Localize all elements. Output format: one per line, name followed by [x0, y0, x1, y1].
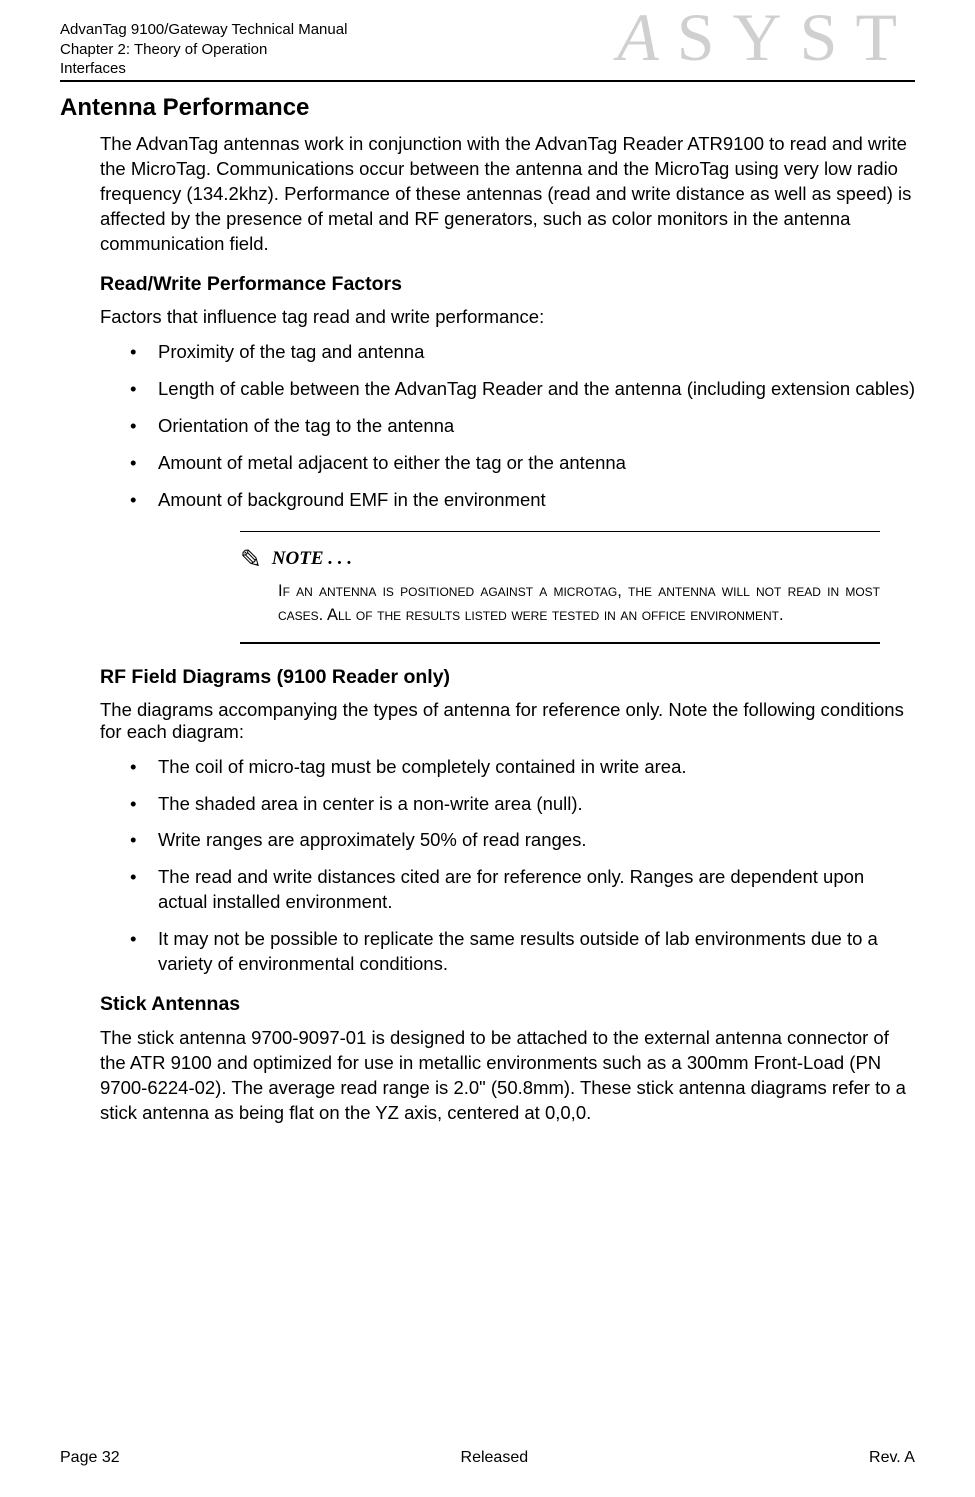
list-item: The shaded area in center is a non-write…: [130, 792, 915, 817]
list-item: The coil of micro-tag must be completely…: [130, 755, 915, 780]
footer-right: Rev. A: [869, 1449, 915, 1467]
list-item: The read and write distances cited are f…: [130, 865, 915, 915]
note-rule-top: [240, 531, 880, 532]
header-text-block: AdvanTag 9100/Gateway Technical Manual C…: [60, 20, 347, 79]
subsection-2-intro: The diagrams accompanying the types of a…: [100, 699, 915, 743]
list-item: Orientation of the tag to the antenna: [130, 414, 915, 439]
pencil-icon: ✎: [240, 546, 262, 572]
list-item: Length of cable between the AdvanTag Rea…: [130, 377, 915, 402]
subsection-1-title: Read/Write Performance Factors: [100, 273, 915, 296]
note-callout: ✎ NOTE . . . If an antenna is positioned…: [240, 531, 880, 644]
note-heading-row: ✎ NOTE . . .: [240, 546, 880, 572]
note-rule-bottom: [240, 642, 880, 644]
brand-logo-text: SYST: [677, 0, 915, 75]
header-line-3: Interfaces: [60, 59, 347, 79]
header-line-1: AdvanTag 9100/Gateway Technical Manual: [60, 20, 347, 40]
subsection-3-paragraph: The stick antenna 9700-9097-01 is design…: [100, 1026, 915, 1126]
note-label: NOTE . . .: [272, 548, 352, 570]
page-footer: Page 32 Released Rev. A: [60, 1449, 915, 1467]
subsection-2-bullets: The coil of micro-tag must be completely…: [130, 755, 915, 978]
list-item: Proximity of the tag and antenna: [130, 340, 915, 365]
subsection-1-bullets: Proximity of the tag and antenna Length …: [130, 340, 915, 513]
brand-logo-prefix: A: [617, 0, 677, 75]
brand-logo: ASYST: [617, 0, 915, 77]
header-line-2: Chapter 2: Theory of Operation: [60, 40, 347, 60]
list-item: It may not be possible to replicate the …: [130, 927, 915, 977]
intro-paragraph: The AdvanTag antennas work in conjunctio…: [100, 132, 915, 257]
page-header: AdvanTag 9100/Gateway Technical Manual C…: [60, 20, 915, 82]
footer-center: Released: [461, 1449, 529, 1467]
list-item: Amount of metal adjacent to either the t…: [130, 451, 915, 476]
subsection-2-title: RF Field Diagrams (9100 Reader only): [100, 666, 915, 689]
subsection-1-intro: Factors that influence tag read and writ…: [100, 306, 915, 328]
note-body-text: If an antenna is positioned against a mi…: [278, 580, 880, 628]
list-item: Amount of background EMF in the environm…: [130, 488, 915, 513]
page-container: AdvanTag 9100/Gateway Technical Manual C…: [0, 0, 975, 1497]
section-title: Antenna Performance: [60, 94, 915, 122]
footer-left: Page 32: [60, 1449, 120, 1467]
list-item: Write ranges are approximately 50% of re…: [130, 828, 915, 853]
subsection-3-title: Stick Antennas: [100, 993, 915, 1016]
